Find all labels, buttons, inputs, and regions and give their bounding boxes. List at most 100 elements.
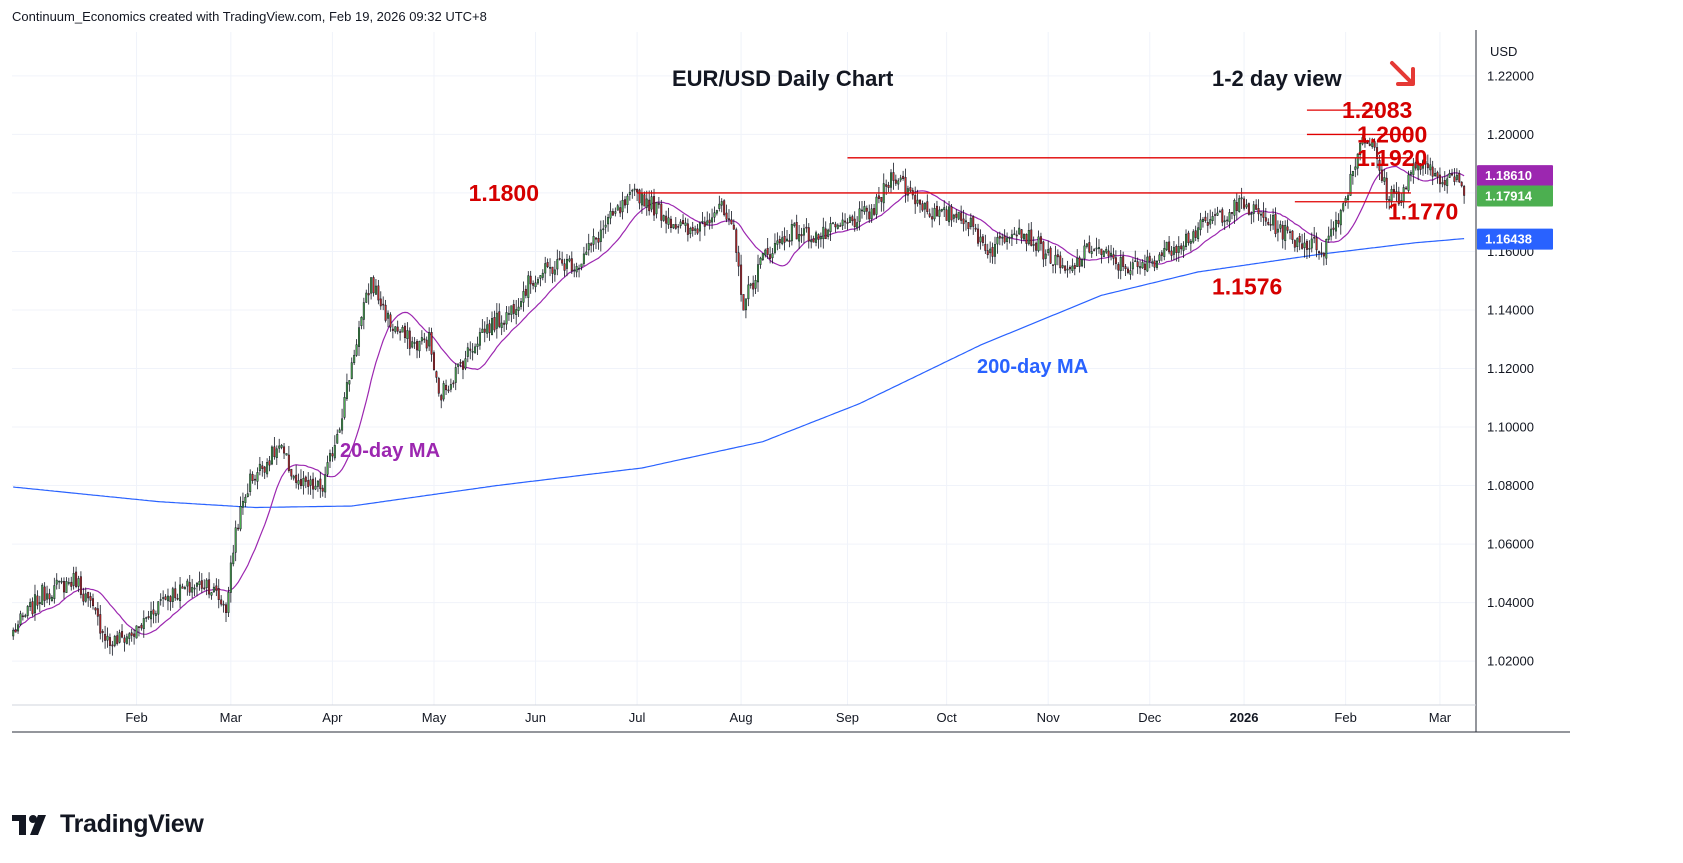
candle-body [597, 237, 600, 243]
candle-body [466, 347, 469, 357]
candle-body [1359, 142, 1362, 156]
candle-body [551, 266, 554, 274]
candle-body [754, 280, 757, 289]
candle-body [991, 246, 994, 257]
candle-body [1322, 252, 1325, 257]
y-tick-label: 1.02000 [1487, 654, 1534, 669]
candle-body [1047, 249, 1050, 253]
candle-body [84, 593, 87, 602]
candle-body [345, 382, 348, 399]
candle-body [858, 208, 861, 222]
candle-body [365, 292, 368, 303]
candle-body [147, 616, 150, 618]
candle-body [873, 208, 876, 215]
candle-body [1064, 265, 1067, 271]
y-tick-label: 1.06000 [1487, 537, 1534, 552]
candle-body [1185, 233, 1188, 247]
candle-body [43, 586, 46, 601]
candle-body [374, 285, 377, 295]
candle-body [689, 228, 692, 235]
candle-body [795, 222, 798, 240]
ma200-line [13, 238, 1465, 509]
candle-body [1422, 160, 1425, 169]
candle-body [1042, 241, 1045, 260]
candle-body [1436, 172, 1439, 178]
candle-body [979, 236, 982, 243]
candle-body [1039, 236, 1042, 244]
candle-body [1438, 174, 1441, 185]
candle-body [96, 608, 99, 617]
candle-body [217, 588, 220, 601]
candle-body [686, 223, 689, 235]
candle-body [776, 240, 779, 245]
candle-body [227, 592, 230, 613]
tradingview-brand[interactable]: TradingView [12, 810, 204, 839]
candle-body [413, 342, 416, 344]
candle-body [212, 586, 215, 592]
candle-body [720, 201, 723, 206]
candle-body [727, 218, 730, 220]
candle-body [1443, 180, 1446, 186]
candle-body [512, 304, 515, 314]
candle-body [773, 243, 776, 253]
candle-body [996, 237, 999, 245]
candle-body [133, 633, 136, 637]
candle-body [1100, 248, 1103, 255]
candle-body [532, 283, 535, 286]
candle-body [1257, 208, 1260, 215]
x-tick-label: Nov [1037, 710, 1061, 725]
candle-body [708, 219, 711, 224]
candle-body [1054, 254, 1057, 266]
candle-body [1245, 204, 1248, 208]
candle-body [829, 223, 832, 232]
candle-body [1139, 266, 1142, 269]
candle-body [575, 266, 578, 273]
candle-body [1073, 265, 1076, 269]
candle-body [544, 263, 547, 274]
candle-body [771, 253, 774, 259]
candle-body [208, 579, 211, 595]
candle-body [503, 322, 506, 325]
candle-body [1192, 231, 1195, 243]
candle-body [993, 244, 996, 257]
candle-body [116, 635, 119, 644]
candle-body [159, 599, 162, 601]
candle-body [1407, 174, 1410, 191]
candle-body [1361, 137, 1364, 145]
candle-body [919, 199, 922, 205]
candle-body [1446, 178, 1449, 187]
candle-body [416, 341, 419, 351]
candle-body [309, 479, 312, 486]
x-tick-label: Oct [937, 710, 958, 725]
candle-body [461, 361, 464, 370]
candle-body [638, 189, 641, 204]
candle-body [1068, 267, 1071, 270]
candle-body [1199, 219, 1202, 231]
candle-body [464, 358, 467, 369]
candle-body [481, 328, 484, 333]
brand-name: TradingView [60, 810, 204, 838]
candle-body [1238, 198, 1241, 212]
candle-body [123, 637, 126, 643]
candle-body [389, 314, 392, 328]
candle-body [14, 629, 17, 633]
candle-body [406, 330, 409, 339]
candle-body [805, 226, 808, 229]
candle-body [1223, 220, 1226, 223]
candle-body [1455, 174, 1458, 180]
candle-body [1078, 257, 1081, 267]
candle-body [483, 328, 486, 333]
candle-body [1308, 248, 1311, 250]
candle-body [348, 380, 351, 385]
candle-body [62, 581, 65, 593]
candle-body [1330, 228, 1333, 237]
candle-body [1356, 153, 1359, 169]
candle-body [418, 340, 421, 352]
candle-body [17, 624, 20, 632]
candle-body [249, 473, 252, 492]
candle-body [394, 326, 397, 332]
candle-body [1093, 249, 1096, 251]
candle-body [1153, 260, 1156, 268]
price-badge-label: 1.18610 [1485, 168, 1532, 183]
